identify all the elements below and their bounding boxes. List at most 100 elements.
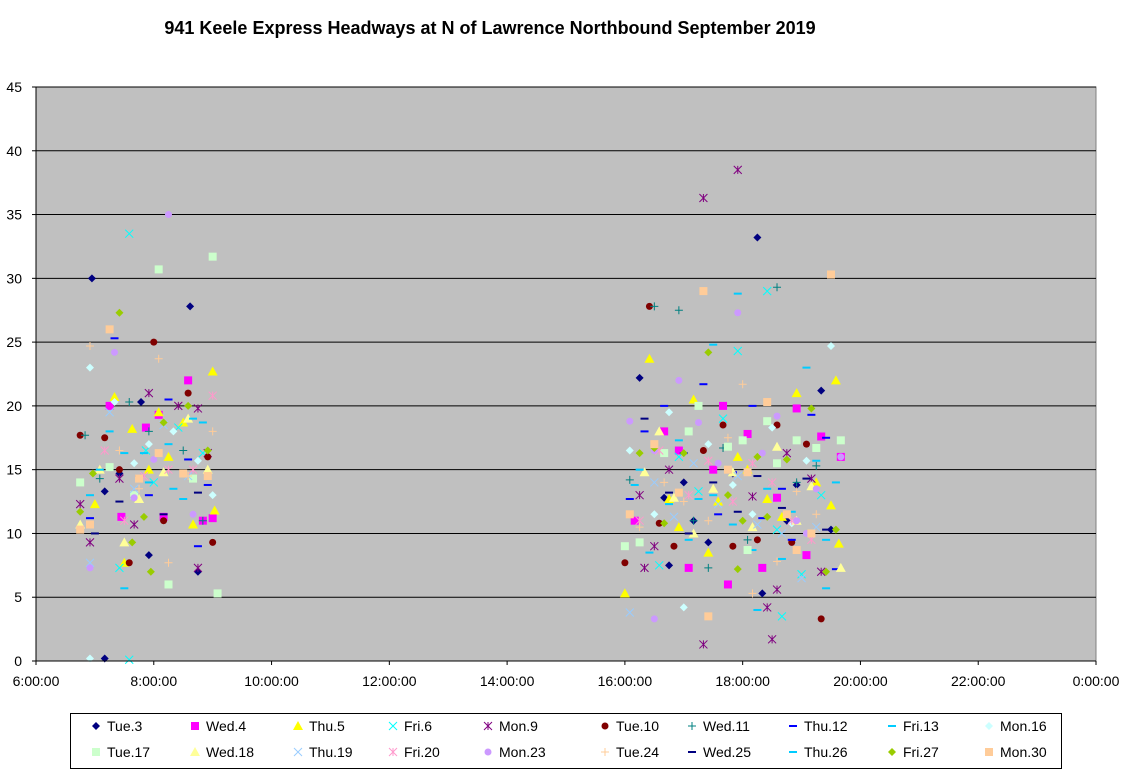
- data-point: [135, 484, 144, 493]
- data-point: [164, 558, 173, 567]
- y-tick-label: 0: [14, 653, 22, 669]
- data-point: [762, 286, 772, 296]
- data-point: [76, 478, 85, 487]
- legend-label: Mon.30: [1000, 744, 1047, 760]
- data-point: [95, 474, 104, 483]
- data-point: [723, 580, 732, 589]
- data-point: [654, 426, 665, 436]
- data-point: [733, 346, 743, 356]
- data-point: [154, 265, 163, 274]
- legend-marker-shape: [888, 748, 896, 756]
- data-point: [748, 492, 757, 501]
- data-point: [89, 499, 100, 509]
- data-point: [620, 542, 629, 551]
- data-point: [635, 490, 644, 500]
- legend-marker: [484, 748, 492, 756]
- data-point: [85, 341, 94, 350]
- data-point: [797, 569, 806, 579]
- legend-label: Mon.16: [1000, 718, 1047, 734]
- data-point: [674, 488, 683, 497]
- legend-marker: [388, 747, 398, 757]
- data-point: [817, 432, 826, 441]
- data-point: [141, 423, 150, 432]
- data-point: [625, 446, 634, 455]
- legend-marker: [601, 748, 609, 756]
- data-point: [772, 585, 782, 594]
- legend-marker-shape: [293, 721, 303, 730]
- data-point: [733, 565, 742, 574]
- data-point: [635, 449, 644, 458]
- legend-label: Tue.17: [107, 744, 151, 760]
- data-point: [144, 440, 153, 449]
- legend-label: Mon.9: [499, 718, 538, 734]
- data-point: [105, 463, 114, 472]
- data-point: [812, 443, 821, 452]
- data-point: [124, 655, 134, 665]
- data-point: [635, 523, 644, 532]
- data-point: [670, 542, 678, 550]
- data-point: [159, 512, 168, 521]
- data-point: [76, 431, 84, 439]
- data-point: [664, 465, 674, 475]
- data-point: [85, 538, 95, 547]
- data-point: [85, 558, 95, 568]
- data-point: [208, 491, 217, 500]
- data-point: [189, 510, 197, 518]
- data-point: [827, 270, 835, 279]
- data-point: [694, 486, 703, 496]
- data-point: [125, 559, 133, 567]
- data-point: [777, 529, 787, 538]
- data-point: [668, 492, 679, 502]
- data-point: [718, 414, 728, 423]
- legend-marker: [483, 721, 493, 731]
- data-point: [738, 380, 747, 389]
- data-point: [704, 538, 713, 547]
- data-point: [816, 490, 826, 500]
- data-point: [763, 417, 772, 426]
- data-point: [822, 567, 831, 576]
- data-point: [753, 233, 762, 242]
- data-point: [792, 478, 801, 487]
- data-point: [189, 474, 198, 483]
- data-point: [160, 517, 168, 525]
- data-point: [684, 490, 694, 500]
- data-point: [679, 449, 688, 458]
- data-point: [708, 483, 719, 493]
- data-point: [85, 363, 94, 372]
- data-point: [179, 446, 188, 455]
- legend-marker: [688, 722, 696, 730]
- data-point: [807, 529, 816, 538]
- data-point: [105, 407, 114, 417]
- data-point: [88, 469, 97, 478]
- legend-label: Tue.3: [107, 718, 143, 734]
- data-point: [763, 398, 772, 407]
- y-tick-label: 30: [6, 270, 22, 286]
- series-mon-23: [86, 211, 845, 623]
- data-point: [773, 459, 782, 468]
- data-point: [208, 391, 218, 401]
- data-point: [665, 408, 674, 417]
- data-point: [119, 516, 129, 526]
- data-point: [694, 401, 703, 410]
- data-point: [772, 441, 783, 451]
- series-thu-12: [85, 337, 840, 571]
- data-point: [743, 429, 752, 438]
- data-point: [835, 562, 846, 572]
- x-tick-label: 8:00:00: [130, 673, 177, 689]
- data-point: [793, 517, 801, 525]
- data-point: [836, 436, 845, 445]
- data-point: [150, 338, 158, 346]
- data-point: [792, 436, 801, 445]
- data-point: [625, 475, 634, 484]
- data-point: [758, 563, 767, 572]
- data-point: [127, 423, 138, 433]
- data-point: [776, 511, 787, 521]
- data-point: [115, 474, 124, 483]
- data-point: [802, 551, 811, 560]
- series-wed-11: [81, 283, 821, 572]
- data-point: [213, 589, 222, 598]
- data-point: [699, 447, 707, 455]
- data-point: [660, 519, 669, 528]
- data-point: [135, 474, 144, 483]
- data-point: [193, 456, 202, 465]
